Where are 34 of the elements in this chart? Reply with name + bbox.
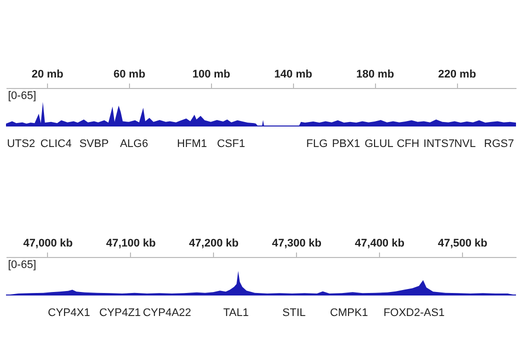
x-tick-label: 47,300 kb — [272, 238, 322, 250]
text: CYP4X1 — [48, 307, 90, 319]
text: UTS2 — [6, 138, 36, 150]
y-axis-title: [0-65] — [8, 259, 36, 271]
text: CYP4Z1 — [99, 307, 141, 319]
text: CFH — [396, 138, 420, 150]
text: HFM1 — [177, 138, 207, 150]
text: CLIC4 — [40, 138, 72, 150]
text: FLG — [306, 138, 328, 150]
x-tick-label: 47,500 kb — [438, 238, 488, 250]
x-tick-label: 100 mb — [192, 68, 231, 80]
text: CYP4A22 — [142, 307, 192, 319]
text: TAL1 — [223, 307, 249, 319]
x-tick-label: 140 mb — [274, 68, 312, 80]
text: INTS7 — [423, 138, 455, 150]
text: GLUL — [364, 138, 394, 150]
text: ALG6 — [120, 138, 148, 150]
text: SVBP — [79, 138, 109, 150]
text: CSF1 — [216, 138, 246, 150]
text: CMPK1 — [330, 307, 368, 319]
x-tick-label: 47,400 kb — [354, 238, 405, 250]
x-tick-label: 47,200 kb — [189, 238, 239, 250]
x-tick-label: 180 mb — [356, 68, 394, 80]
x-tick-label: 47,000 kb — [23, 238, 74, 250]
text: STIL — [282, 307, 306, 319]
y-axis-title: [0-65] — [8, 90, 36, 102]
text: FOXD2-AS1 — [383, 307, 445, 319]
x-tick-label: 220 mb — [438, 68, 476, 80]
text: RGS7 — [484, 138, 514, 150]
x-tick-label: 47,100 kb — [106, 238, 156, 250]
text: PBX1 — [332, 138, 360, 150]
x-tick-label: 20 mb — [32, 68, 64, 80]
x-tick-label: 60 mb — [113, 68, 146, 80]
text: NVL — [454, 138, 476, 150]
